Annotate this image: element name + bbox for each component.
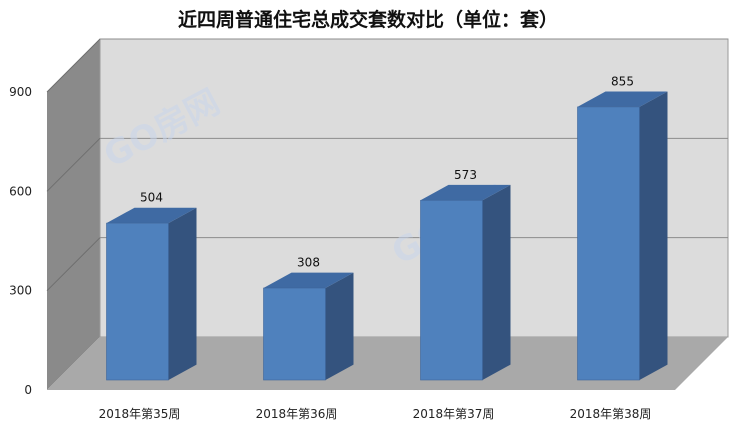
bar-top bbox=[577, 91, 668, 107]
y-tick-label: 600 bbox=[9, 184, 32, 198]
bar-series: 504 308 573 855 bbox=[106, 75, 668, 381]
chart-title: 近四周普通住宅总成交套数对比（单位：套） bbox=[177, 9, 558, 31]
bar-side bbox=[325, 272, 354, 380]
chart-side-wall bbox=[47, 39, 100, 390]
bar: 504 bbox=[106, 191, 197, 381]
gridline-side bbox=[46, 137, 101, 192]
data-label: 573 bbox=[454, 168, 477, 182]
bar: 855 bbox=[577, 75, 668, 381]
y-tick-label: 900 bbox=[9, 85, 32, 99]
data-label: 504 bbox=[140, 191, 163, 205]
bar-front bbox=[263, 287, 326, 381]
bar-side bbox=[639, 91, 668, 380]
gridline-side bbox=[46, 38, 101, 93]
x-tick-label: 2018年第38周 bbox=[570, 407, 652, 421]
data-label: 308 bbox=[297, 256, 320, 270]
bar-front bbox=[420, 199, 483, 381]
bar-top bbox=[420, 184, 511, 201]
bar-side bbox=[482, 184, 511, 380]
x-tick-label: 2018年第35周 bbox=[99, 407, 181, 421]
y-axis: 0 300 600 900 bbox=[9, 85, 32, 397]
bar: 573 bbox=[420, 168, 511, 381]
bar-top bbox=[263, 272, 354, 289]
bar: 308 bbox=[263, 256, 354, 381]
y-tick-label: 0 bbox=[24, 383, 32, 397]
data-label: 855 bbox=[611, 75, 634, 89]
bar-side bbox=[168, 207, 197, 380]
bar-front bbox=[577, 106, 640, 381]
y-tick-label: 300 bbox=[9, 284, 32, 298]
gridline-side bbox=[46, 237, 101, 292]
x-axis: 2018年第35周 2018年第36周 2018年第37周 2018年第38周 bbox=[99, 407, 652, 421]
chart-floor bbox=[47, 337, 728, 390]
bar-front bbox=[106, 222, 169, 381]
x-tick-label: 2018年第37周 bbox=[413, 407, 495, 421]
bar-top bbox=[106, 207, 197, 224]
x-tick-label: 2018年第36周 bbox=[256, 407, 338, 421]
